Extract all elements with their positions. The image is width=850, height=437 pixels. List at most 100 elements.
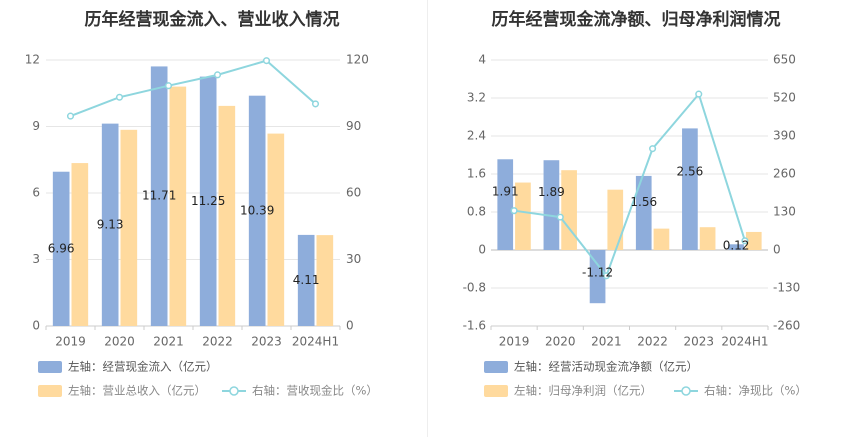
right-axis-tick-label: 390 bbox=[773, 129, 796, 143]
line-point bbox=[262, 57, 271, 65]
legend-swatch-series-1 bbox=[484, 361, 508, 373]
line-series bbox=[513, 92, 746, 278]
left-axis-tick-label: 3.2 bbox=[467, 91, 486, 105]
left-axis-tick-label: -0.8 bbox=[463, 281, 486, 295]
left-axis-tick-label: 2.4 bbox=[467, 129, 486, 143]
x-axis-tick-label: 2024H1 bbox=[721, 335, 768, 349]
left-axis-tick-label: -1.6 bbox=[463, 319, 486, 333]
bar-series-1 bbox=[497, 159, 514, 250]
right-axis-tick-label: 260 bbox=[773, 167, 796, 181]
x-axis-tick-label: 2021 bbox=[591, 335, 622, 349]
right-axis-tick-label: 0 bbox=[773, 243, 781, 257]
x-axis-tick-label: 2022 bbox=[202, 335, 233, 349]
line-point bbox=[695, 90, 703, 98]
line-point bbox=[602, 272, 610, 280]
x-axis-tick-label: 2024H1 bbox=[292, 335, 339, 349]
bar-series-1 bbox=[543, 160, 560, 250]
legend-label-series-3: 右轴：营收现金比（%） bbox=[252, 384, 378, 398]
bar-series-2 bbox=[218, 105, 236, 326]
bar-series-2 bbox=[169, 86, 187, 326]
bar-data-label: -1.12 bbox=[582, 266, 613, 280]
left-axis-tick-label: 0.8 bbox=[467, 205, 486, 219]
legend-swatch-series-2 bbox=[484, 385, 508, 397]
left-axis-tick-label: 12 bbox=[25, 53, 40, 67]
x-axis-tick-label: 2023 bbox=[683, 335, 714, 349]
x-axis-tick-label: 2019 bbox=[55, 335, 86, 349]
bar-data-label: 2.56 bbox=[677, 165, 704, 179]
bar-series-1 bbox=[728, 244, 744, 250]
left-axis-tick-label: 4 bbox=[478, 53, 486, 67]
line-point bbox=[311, 100, 320, 108]
x-axis-tick-label: 2019 bbox=[499, 335, 530, 349]
bar-series-1 bbox=[297, 234, 315, 326]
right-axis-tick-label: 130 bbox=[773, 205, 796, 219]
left-axis-tick-label: 1.6 bbox=[467, 167, 486, 181]
bar-data-label: 9.13 bbox=[97, 217, 124, 231]
legend-swatch-series-2 bbox=[38, 385, 62, 397]
bar-data-label: 0.12 bbox=[723, 239, 750, 253]
bar-series-2 bbox=[745, 231, 762, 250]
left-axis-tick-label: 6 bbox=[32, 186, 40, 200]
x-axis-tick-label: 2022 bbox=[637, 335, 668, 349]
line-point bbox=[741, 237, 749, 245]
x-axis-tick-label: 2023 bbox=[251, 335, 282, 349]
bar-series-2 bbox=[71, 163, 89, 326]
line-point bbox=[556, 213, 564, 221]
right-axis-tick-label: 120 bbox=[346, 53, 369, 67]
bar-series-2 bbox=[607, 189, 624, 250]
bar-data-label: 1.91 bbox=[492, 184, 519, 198]
line-series bbox=[70, 59, 317, 118]
bar-series-1 bbox=[248, 95, 266, 327]
line-point bbox=[213, 71, 222, 79]
bar-data-label: 11.25 bbox=[191, 194, 225, 208]
chart-title: 历年经营现金流入、营业收入情况 bbox=[85, 9, 340, 30]
line-point bbox=[66, 112, 75, 120]
line-point bbox=[510, 207, 518, 215]
bar-data-label: 4.11 bbox=[293, 273, 320, 287]
chart-title: 历年经营现金流净额、归母净利润情况 bbox=[492, 9, 781, 30]
right-axis-tick-label: 30 bbox=[346, 252, 361, 266]
line-point bbox=[649, 145, 657, 153]
bar-series-2 bbox=[267, 133, 285, 326]
line-point bbox=[164, 82, 173, 90]
bar-series-1 bbox=[52, 171, 70, 326]
right-axis-tick-label: 650 bbox=[773, 53, 796, 67]
bar-series-2 bbox=[653, 228, 670, 250]
bar-data-label: 1.89 bbox=[538, 185, 565, 199]
x-axis-tick-label: 2020 bbox=[104, 335, 135, 349]
bar-series-1 bbox=[682, 128, 698, 250]
legend-label-series-3: 右轴：净现比（%） bbox=[704, 384, 807, 398]
legend-marker-series-3 bbox=[229, 386, 239, 396]
left-axis-tick-label: 0 bbox=[478, 243, 486, 257]
bar-series-2 bbox=[515, 182, 531, 250]
legend-label-series-1: 左轴：经营活动现金流净额（亿元） bbox=[514, 360, 698, 374]
legend-marker-series-3 bbox=[681, 386, 691, 396]
bar-data-label: 6.96 bbox=[48, 241, 75, 255]
right-axis-tick-label: -130 bbox=[773, 281, 800, 295]
line-point bbox=[115, 93, 124, 101]
bar-series-2 bbox=[120, 129, 138, 326]
right-axis-tick-label: -260 bbox=[773, 319, 800, 333]
legend-label-series-2: 左轴：营业总收入（亿元） bbox=[68, 384, 206, 398]
right-axis-tick-label: 90 bbox=[346, 119, 361, 133]
left-axis-tick-label: 0 bbox=[32, 319, 40, 333]
legend-label-series-2: 左轴：归母净利润（亿元） bbox=[514, 384, 652, 398]
left-axis-tick-label: 9 bbox=[32, 119, 40, 133]
bar-series-2 bbox=[316, 235, 334, 326]
panel-divider bbox=[427, 0, 428, 437]
bar-data-label: 11.71 bbox=[142, 189, 176, 203]
x-axis-tick-label: 2021 bbox=[153, 335, 184, 349]
bar-data-label: 10.39 bbox=[240, 203, 274, 217]
bar-series-1 bbox=[589, 250, 606, 304]
legend-label-series-1: 左轴：经营现金流入（亿元） bbox=[68, 360, 218, 374]
bar-series-2 bbox=[699, 227, 716, 250]
bar-series-1 bbox=[101, 123, 119, 326]
bar-series-1 bbox=[199, 76, 217, 326]
legend-swatch-series-1 bbox=[38, 361, 62, 373]
bar-series-2 bbox=[561, 170, 577, 250]
x-axis-tick-label: 2020 bbox=[545, 335, 576, 349]
left-axis-tick-label: 3 bbox=[32, 252, 40, 266]
right-axis-tick-label: 60 bbox=[346, 186, 361, 200]
bar-series-1 bbox=[150, 66, 168, 326]
